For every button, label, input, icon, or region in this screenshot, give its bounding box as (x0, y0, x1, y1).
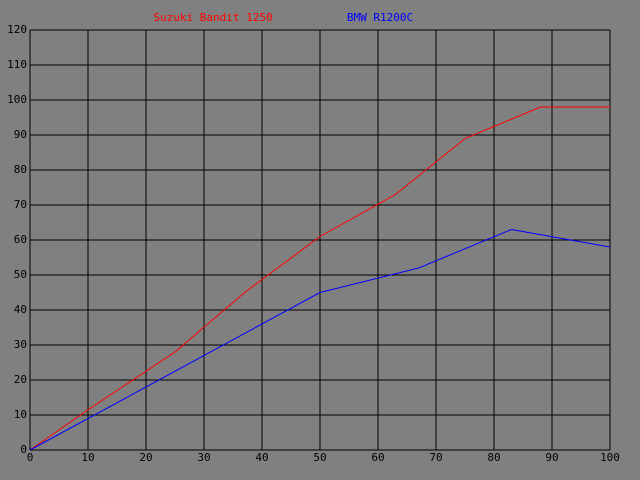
y-tick-label: 10 (14, 408, 27, 421)
x-tick-label: 90 (545, 451, 558, 464)
x-tick-label: 80 (487, 451, 500, 464)
x-tick-label: 60 (371, 451, 384, 464)
x-tick-label: 70 (429, 451, 442, 464)
series-line (29, 228, 611, 451)
series-line (29, 106, 610, 451)
legend-label: Suzuki Bandit 1250 (153, 11, 272, 24)
y-tick-label: 60 (14, 233, 27, 246)
y-tick-label: 0 (20, 443, 27, 456)
y-tick-label: 110 (7, 58, 27, 71)
y-tick-label: 70 (14, 198, 27, 211)
x-tick-label: 20 (139, 451, 152, 464)
x-tick-label: 30 (197, 451, 210, 464)
x-tick-label: 10 (81, 451, 94, 464)
y-tick-label: 50 (14, 268, 27, 281)
y-tick-label: 100 (7, 93, 27, 106)
x-tick-label: 50 (313, 451, 326, 464)
legend-label: BMW R1200C (347, 11, 413, 24)
y-tick-label: 80 (14, 163, 27, 176)
y-tick-label: 30 (14, 338, 27, 351)
x-tick-label: 0 (27, 451, 34, 464)
x-tick-label: 40 (255, 451, 268, 464)
y-tick-label: 90 (14, 128, 27, 141)
y-tick-label: 20 (14, 373, 27, 386)
y-tick-label: 120 (7, 23, 27, 36)
x-tick-label: 100 (600, 451, 620, 464)
y-tick-label: 40 (14, 303, 27, 316)
